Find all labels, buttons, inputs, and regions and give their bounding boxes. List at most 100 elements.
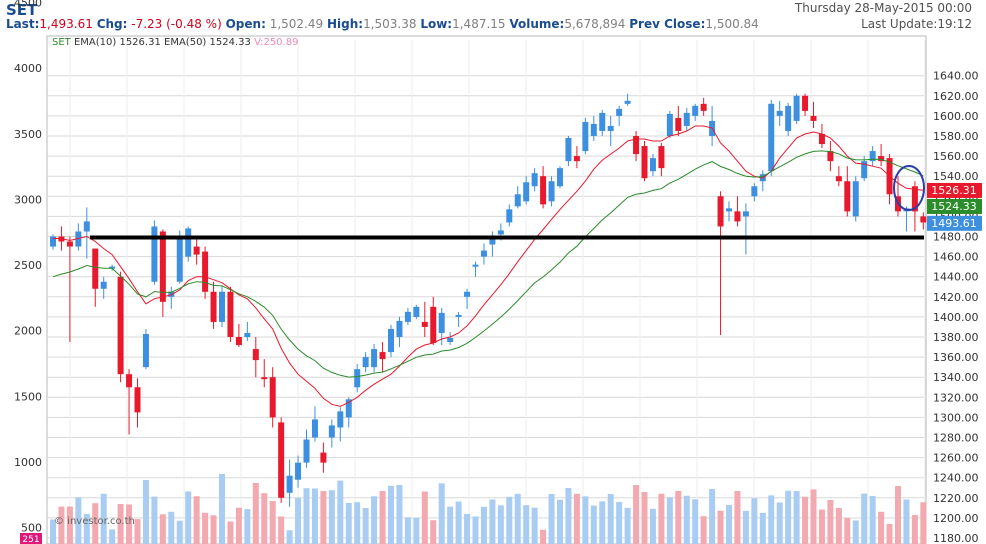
candle-body: [261, 377, 268, 380]
candle-body: [252, 349, 259, 361]
candle-body: [557, 168, 563, 187]
volume-bar: [878, 511, 885, 544]
volume-bar: [768, 495, 775, 544]
price-tick-label: 1540.00: [933, 170, 979, 183]
candle-body: [497, 230, 504, 235]
candle-body: [607, 125, 614, 131]
candle-body: [227, 291, 234, 337]
volume-bar: [320, 491, 327, 544]
candle-body: [371, 349, 378, 368]
open-value: 1,502.49: [269, 17, 324, 31]
volume-bar: [506, 496, 513, 544]
candle-body: [58, 236, 65, 242]
volume-bar: [531, 507, 538, 544]
candle-body: [83, 221, 90, 232]
volume-bar: [438, 483, 445, 544]
candle-body: [675, 117, 682, 131]
candle-body: [244, 332, 251, 337]
volume-bar: [100, 493, 107, 544]
volume-bar: [616, 502, 623, 544]
candle-body: [388, 328, 394, 353]
volume-bar: [430, 520, 437, 544]
price-tick-label: 1220.00: [933, 492, 979, 505]
candle-body: [717, 196, 724, 227]
legend-ema50: EMA(50) 1524.33: [164, 37, 251, 48]
candle-body: [464, 291, 471, 297]
volume-bar: [751, 498, 758, 544]
candle-body: [692, 105, 699, 116]
last-value: 1,493.61: [39, 17, 93, 31]
volume-bar: [658, 493, 665, 544]
legend-set: SET: [52, 37, 71, 48]
candle-body: [506, 209, 513, 223]
ema10-line: [53, 125, 924, 407]
volume-bar: [709, 489, 716, 544]
volume-bar: [58, 506, 65, 544]
volume-bar: [311, 488, 318, 544]
candle-body: [793, 95, 800, 121]
candle-body: [573, 156, 580, 162]
candle-body: [159, 231, 166, 302]
volume-value: 5,678,894: [564, 17, 626, 31]
volume-bar: [869, 496, 876, 544]
legend-ema10: EMA(10) 1526.31: [73, 37, 161, 48]
last-marker-label: 1526.31: [931, 184, 977, 197]
candle-body: [726, 208, 732, 212]
volume-bar: [903, 499, 910, 544]
candle-body: [202, 251, 209, 292]
price-tick-label: 1240.00: [933, 472, 979, 485]
high-value: 1,503.38: [363, 17, 417, 31]
volume-bar: [472, 516, 479, 544]
candle-body: [911, 186, 918, 212]
candle-body: [117, 276, 124, 375]
volume-bar: [142, 480, 149, 544]
candle-body: [633, 136, 640, 155]
last-marker-box: [927, 215, 982, 231]
price-tick-label: 1340.00: [933, 371, 979, 384]
candle-body: [818, 133, 825, 145]
candle-body: [540, 176, 547, 205]
candle-body: [210, 291, 217, 322]
candle-body: [641, 146, 648, 179]
candle-body: [835, 176, 842, 182]
volume-tick-label: 3500: [14, 128, 42, 141]
volume-bar: [700, 516, 707, 544]
candle-body: [421, 321, 428, 327]
candle-body: [151, 226, 158, 282]
volume-tick-label: 1000: [14, 456, 42, 469]
price-tick-label: 1200.00: [933, 512, 979, 525]
volume-bar: [92, 503, 99, 544]
quote-date: Thursday 28-May-2015 00:00: [794, 1, 972, 15]
volume-bar: [810, 489, 817, 544]
volume-bar: [269, 501, 276, 544]
volume-bar: [176, 520, 183, 544]
price-tick-label: 1460.00: [933, 251, 979, 264]
volume-bar: [252, 483, 259, 544]
volume-bar: [202, 512, 209, 544]
highlight-circle: [893, 165, 925, 211]
volume-bar: [514, 493, 521, 544]
volume-axis: 5001000150020002500300035004000450050005…: [14, 0, 42, 535]
candle-body: [447, 338, 454, 343]
volume-bar: [244, 509, 251, 544]
candle-body: [269, 377, 276, 418]
volume-bar: [75, 497, 82, 544]
price-tick-label: 1280.00: [933, 432, 979, 445]
last-label: Last:: [6, 17, 40, 31]
candle-body: [185, 228, 192, 257]
volume-bar: [573, 493, 580, 544]
prev-close-label: Prev Close:: [629, 17, 706, 31]
volume-bar: [219, 474, 225, 544]
high-label: High:: [326, 17, 364, 31]
volume-bar: [261, 493, 268, 544]
volume-bar: [151, 496, 158, 544]
volume-bar: [480, 506, 487, 544]
price-tick-label: 1300.00: [933, 411, 979, 424]
volume-bar: [193, 496, 200, 544]
open-label: Open:: [225, 17, 266, 31]
volume-bar: [861, 493, 868, 544]
candle-body: [295, 462, 302, 480]
volume-bar: [920, 502, 927, 544]
candle-body: [278, 422, 285, 498]
